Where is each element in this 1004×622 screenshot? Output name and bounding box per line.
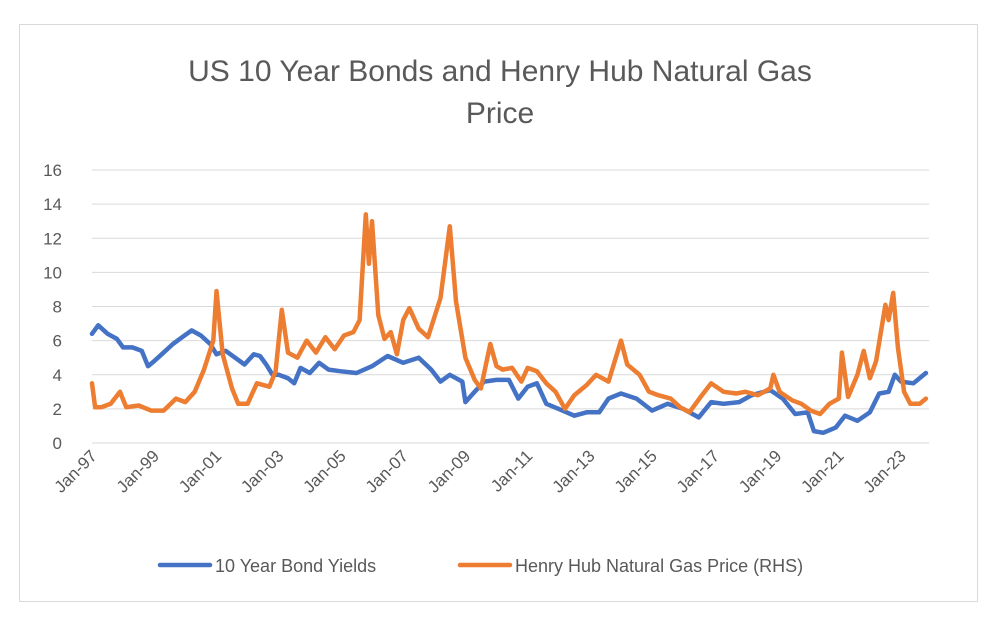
y-axis-ticks: 0 2 4 6 8 10 12 14 16 bbox=[43, 161, 62, 453]
x-tick-label: Jan-17 bbox=[673, 446, 723, 496]
y-tick-label: 0 bbox=[53, 434, 62, 453]
x-tick-label: Jan-01 bbox=[175, 446, 225, 496]
legend-label: Henry Hub Natural Gas Price (RHS) bbox=[515, 556, 803, 576]
x-tick-label: Jan-21 bbox=[797, 446, 847, 496]
gridlines bbox=[92, 169, 929, 444]
chart-frame: US 10 Year Bonds and Henry Hub Natural G… bbox=[19, 24, 978, 602]
series-lines bbox=[89, 212, 929, 436]
x-tick-label: Jan-05 bbox=[300, 446, 350, 496]
y-tick-label: 4 bbox=[53, 366, 62, 385]
x-tick-label: Jan-23 bbox=[860, 446, 910, 496]
x-axis-ticks: Jan-97 Jan-99 Jan-01 Jan-03 Jan-05 Jan-07 Jan-… bbox=[51, 446, 910, 496]
x-tick-label: Jan-19 bbox=[735, 446, 785, 496]
y-tick-label: 8 bbox=[53, 298, 62, 317]
chart-title-line-2: Price bbox=[466, 97, 534, 130]
y-tick-label: 10 bbox=[43, 263, 62, 282]
x-tick-label: Jan-09 bbox=[424, 446, 474, 496]
y-tick-label: 6 bbox=[53, 332, 62, 351]
x-tick-label: Jan-99 bbox=[113, 446, 163, 496]
legend-label: 10 Year Bond Yields bbox=[215, 556, 376, 576]
x-tick-label: Jan-07 bbox=[362, 446, 412, 496]
x-tick-label: Jan-03 bbox=[237, 446, 287, 496]
gas-price-line bbox=[89, 212, 929, 417]
x-tick-label: Jan-11 bbox=[487, 446, 536, 495]
y-tick-label: 16 bbox=[43, 161, 62, 180]
y-tick-label: 14 bbox=[43, 195, 62, 214]
x-tick-label: Jan-13 bbox=[548, 446, 598, 496]
chart-title-line-1: US 10 Year Bonds and Henry Hub Natural G… bbox=[188, 55, 812, 88]
y-tick-label: 12 bbox=[43, 229, 62, 248]
x-tick-label: Jan-15 bbox=[611, 446, 661, 496]
x-tick-label: Jan-97 bbox=[51, 446, 101, 496]
y-tick-label: 2 bbox=[53, 400, 62, 419]
bond-yield-line bbox=[89, 323, 929, 436]
legend: 10 Year Bond Yields Henry Hub Natural Gas… bbox=[157, 556, 803, 576]
line-chart: US 10 Year Bonds and Henry Hub Natural G… bbox=[43, 55, 929, 576]
